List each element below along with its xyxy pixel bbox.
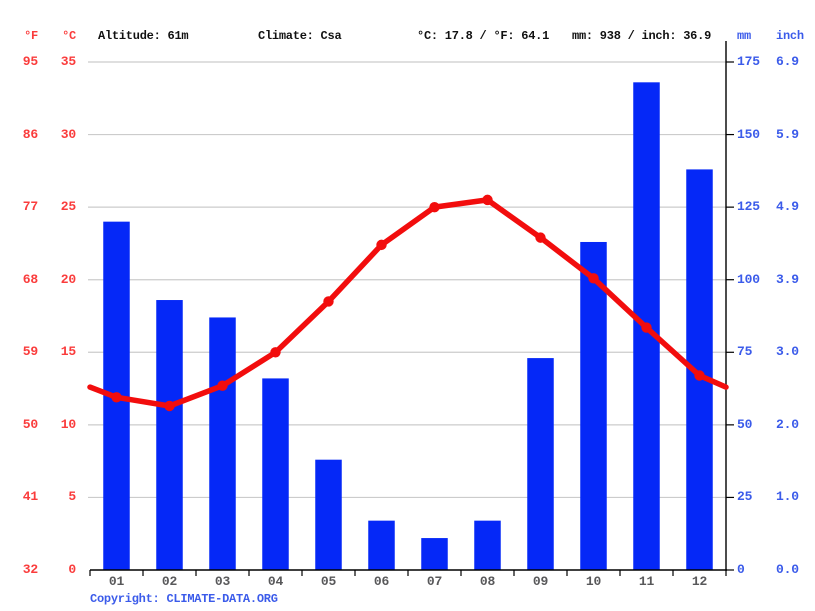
temperature-point-05 bbox=[323, 296, 334, 307]
month-label: 03 bbox=[214, 574, 231, 589]
mm-tick-label: 175 bbox=[737, 54, 760, 69]
inch-tick-label: 5.9 bbox=[776, 126, 799, 142]
month-label: 11 bbox=[638, 574, 655, 589]
fahrenheit-tick-label: 68 bbox=[22, 271, 38, 287]
month-label: 08 bbox=[479, 574, 496, 589]
celsius-tick-label: 25 bbox=[60, 199, 76, 215]
inch-unit-label: inch bbox=[776, 29, 804, 43]
celsius-tick-label: 10 bbox=[60, 416, 76, 432]
month-label: 04 bbox=[267, 574, 284, 589]
precipitation-summary: mm: 938 / inch: 36.9 bbox=[572, 29, 712, 43]
celsius-tick-label: 0 bbox=[68, 562, 76, 577]
fahrenheit-tick-label: 59 bbox=[22, 344, 38, 360]
precip-bar-04 bbox=[262, 378, 289, 570]
temperature-point-02 bbox=[164, 400, 175, 412]
mm-tick-label: 75 bbox=[737, 344, 753, 360]
fahrenheit-tick-label: 50 bbox=[22, 416, 38, 432]
temperature-point-03 bbox=[217, 380, 228, 391]
climate-classification-text: Climate: Csa bbox=[258, 29, 342, 43]
fahrenheit-tick-label: 77 bbox=[22, 199, 38, 215]
mm-tick-label: 150 bbox=[737, 126, 760, 142]
celsius-tick-label: 35 bbox=[60, 54, 76, 69]
temperature-line bbox=[87, 197, 729, 409]
precip-bar-02 bbox=[156, 300, 183, 570]
month-label: 06 bbox=[373, 574, 390, 589]
inch-tick-label: 3.0 bbox=[776, 344, 799, 360]
precip-bar-05 bbox=[315, 459, 342, 570]
month-label: 12 bbox=[691, 574, 708, 589]
celsius-tick-label: 15 bbox=[60, 344, 76, 360]
altitude-text: Altitude: 61m bbox=[98, 29, 189, 43]
mm-tick-label: 0 bbox=[737, 562, 745, 577]
mm-tick-label: 25 bbox=[737, 489, 753, 505]
month-label: 07 bbox=[426, 574, 443, 589]
celsius-tick-label: 20 bbox=[60, 271, 76, 287]
precip-bar-03 bbox=[209, 317, 236, 570]
precip-bar-07 bbox=[421, 538, 448, 570]
fahrenheit-tick-label: 41 bbox=[22, 489, 38, 505]
temperature-point-09 bbox=[535, 232, 546, 243]
month-label: 02 bbox=[161, 574, 178, 589]
inch-tick-label: 6.9 bbox=[776, 54, 799, 69]
temperature-point-06 bbox=[376, 239, 387, 251]
month-label: 01 bbox=[108, 574, 125, 589]
celsius-unit-label: °C bbox=[62, 29, 76, 43]
mm-tick-label: 100 bbox=[737, 271, 760, 287]
inch-tick-label: 1.0 bbox=[776, 489, 799, 505]
temperature-summary: °C: 17.8 / °F: 64.1 bbox=[417, 29, 550, 43]
mm-tick-label: 50 bbox=[737, 416, 753, 432]
precip-bar-08 bbox=[474, 520, 501, 570]
copyright-link[interactable]: Copyright: CLIMATE-DATA.ORG bbox=[90, 592, 278, 606]
mm-tick-label: 125 bbox=[737, 199, 760, 215]
fahrenheit-tick-label: 95 bbox=[22, 54, 38, 69]
fahrenheit-tick-label: 86 bbox=[22, 126, 38, 142]
fahrenheit-unit-label: °F bbox=[24, 29, 38, 43]
inch-tick-label: 3.9 bbox=[776, 271, 799, 287]
temperature-point-07 bbox=[429, 201, 440, 213]
temperature-point-08 bbox=[482, 194, 493, 206]
inch-tick-label: 4.9 bbox=[776, 199, 799, 215]
precip-bar-09 bbox=[527, 358, 554, 570]
mm-unit-label: mm bbox=[737, 29, 751, 43]
month-label: 09 bbox=[532, 574, 549, 589]
temperature-point-12 bbox=[694, 370, 705, 381]
inch-tick-label: 2.0 bbox=[776, 416, 799, 432]
temperature-point-04 bbox=[270, 347, 281, 358]
celsius-tick-label: 30 bbox=[60, 126, 76, 142]
precip-bar-06 bbox=[368, 520, 395, 570]
inch-tick-label: 0.0 bbox=[776, 562, 799, 577]
temperature-point-10 bbox=[588, 273, 599, 284]
precip-bar-10 bbox=[580, 241, 607, 570]
temperature-point-01 bbox=[111, 392, 122, 403]
month-label: 05 bbox=[320, 574, 337, 589]
month-label: 10 bbox=[585, 574, 602, 589]
celsius-tick-label: 5 bbox=[68, 489, 76, 505]
fahrenheit-tick-label: 32 bbox=[22, 562, 38, 577]
temperature-point-11 bbox=[641, 322, 652, 333]
